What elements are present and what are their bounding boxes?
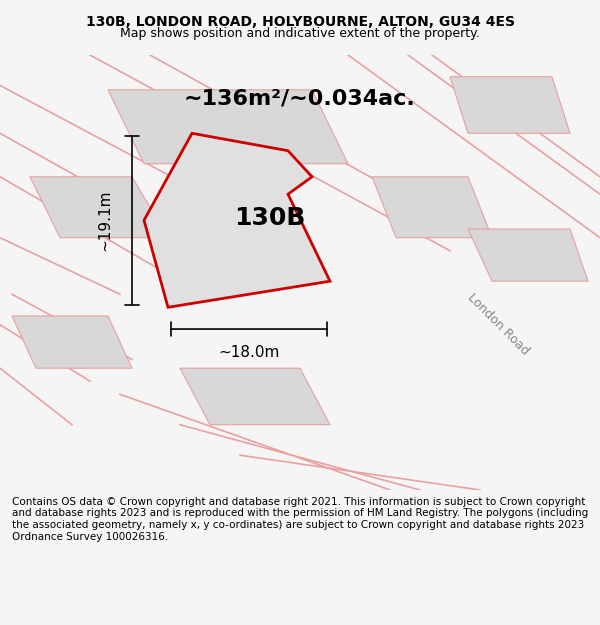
Text: ~19.1m: ~19.1m [97, 189, 113, 251]
Text: ~18.0m: ~18.0m [218, 346, 280, 361]
Text: London Road: London Road [464, 291, 532, 358]
Polygon shape [144, 133, 330, 308]
Polygon shape [180, 368, 330, 425]
Text: ~136m²/~0.034ac.: ~136m²/~0.034ac. [184, 89, 416, 109]
Polygon shape [450, 77, 570, 133]
Polygon shape [468, 229, 588, 281]
Text: 130B: 130B [235, 206, 305, 230]
Polygon shape [12, 316, 132, 368]
Text: Map shows position and indicative extent of the property.: Map shows position and indicative extent… [120, 27, 480, 39]
Polygon shape [372, 177, 492, 238]
Text: 130B, LONDON ROAD, HOLYBOURNE, ALTON, GU34 4ES: 130B, LONDON ROAD, HOLYBOURNE, ALTON, GU… [86, 16, 515, 29]
Text: Contains OS data © Crown copyright and database right 2021. This information is : Contains OS data © Crown copyright and d… [12, 497, 588, 541]
Polygon shape [30, 177, 168, 238]
Polygon shape [108, 90, 348, 164]
